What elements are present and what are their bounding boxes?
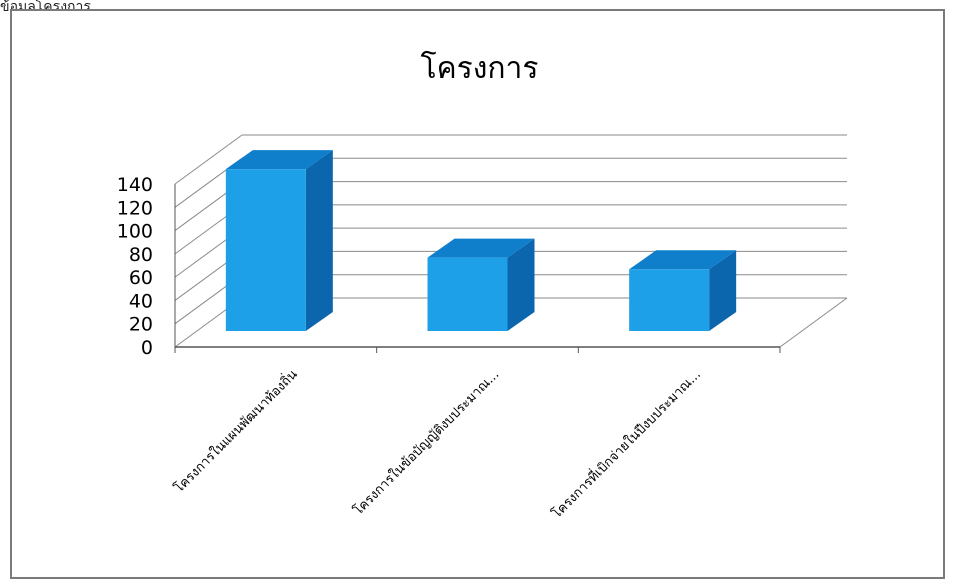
bar-top [629,250,737,270]
y-tick-label: 80 [129,244,153,266]
bar-top [225,150,333,170]
bar [427,257,508,331]
y-tick-label: 120 [117,197,153,219]
bar-top [427,238,535,258]
y-tick-label: 60 [129,267,153,289]
bar-side [305,150,333,331]
y-tick-label: 40 [129,290,153,312]
y-tick-label: 20 [129,314,153,336]
floor-right-edge [779,297,848,348]
bar-side [507,238,535,331]
bar-side [709,250,737,331]
x-category-label: โครงการที่เบิกจ่ายในปีงบประมาณ... [548,366,704,522]
bar [629,269,710,331]
x-category-label: โครงการในแผนพัฒนาท้องถิ่น [170,366,300,496]
y-tick-label: 0 [141,337,153,359]
bar [225,169,306,331]
chart-title: โครงการ [420,51,539,86]
y-tick-label: 140 [117,174,153,196]
y-tick-label: 100 [117,221,153,243]
x-category-label: โครงการในข้อบัญญัติงบประมาณ... [350,367,502,519]
grid-side-line [174,134,243,185]
